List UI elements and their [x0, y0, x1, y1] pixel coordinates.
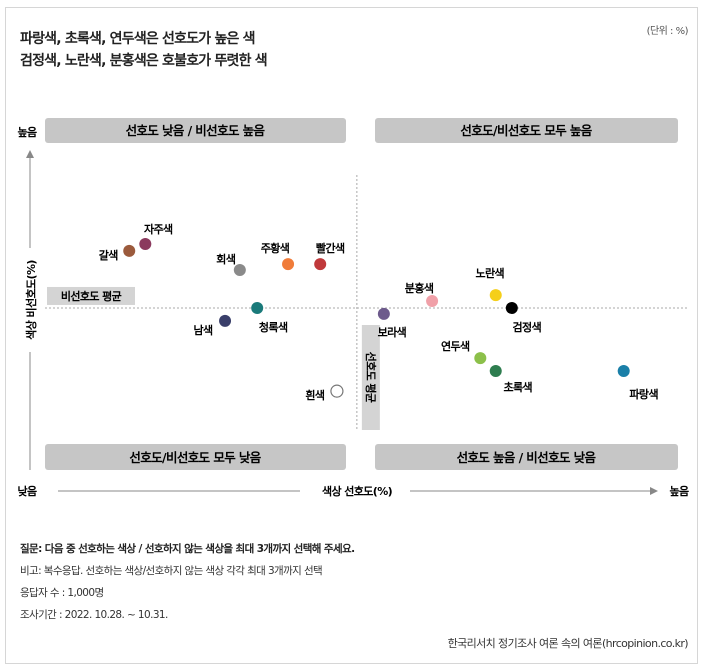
title-line: 검정색, 노란색, 분홍색은 호불호가 뚜렷한 색: [20, 53, 268, 69]
y-average-label-box: [47, 286, 135, 305]
x-low-label: 낮음: [17, 484, 37, 498]
data-label: 회색: [216, 252, 236, 266]
x-arrowhead-icon: [650, 487, 658, 495]
data-label: 흰색: [305, 388, 325, 402]
data-point: [219, 314, 232, 327]
data-point: [282, 258, 295, 271]
y-high-label: 높음: [17, 126, 37, 139]
quadrant-top-left-label: 선호도 낮음 / 비선호도 높음: [126, 123, 266, 138]
note-remark: 비고: 복수응답. 선호하는 색상/선호하지 않는 색상 각각 최대 3개까지 …: [20, 565, 323, 577]
source-credit: 한국리서치 정기조사 여론 속의 여론(hrcopinion.co.kr): [447, 637, 689, 650]
data-point: [314, 258, 327, 271]
data-point: [617, 365, 630, 377]
data-point: [489, 365, 502, 377]
quadrant-top-left-box: [45, 118, 346, 143]
quadrant-bottom-right-box: [375, 444, 678, 470]
data-label: 남색: [194, 323, 214, 337]
quadrant-top-right-box: [375, 118, 678, 143]
data-label: 초록색: [503, 380, 532, 394]
y-average-label: 비선호도 평균: [61, 289, 122, 303]
data-label: 파랑색: [629, 387, 658, 401]
note-respondents: 응답자 수 : 1,000명: [20, 587, 104, 599]
data-label: 자주색: [144, 222, 173, 236]
unit-label: (단위 : %): [646, 26, 689, 37]
data-label: 분홍색: [405, 281, 434, 295]
x-average-label-box: [361, 325, 380, 430]
y-arrowhead-icon: [26, 150, 34, 158]
quadrant-top-right-label: 선호도/비선호도 모두 높음: [460, 123, 592, 138]
chart-frame: [5, 7, 698, 664]
data-point: [233, 264, 246, 277]
data-label: 갈색: [99, 248, 119, 262]
chart-title: 파랑색, 초록색, 연두색은 선호도가 높은 색 검정색, 노란색, 분홍색은 …: [20, 28, 268, 72]
data-point: [251, 301, 264, 314]
y-axis-label: 색상 비선호도(%): [24, 260, 38, 340]
data-label: 노란색: [475, 266, 504, 280]
data-point: [123, 244, 136, 257]
data-label: 연두색: [441, 339, 470, 353]
data-point: [330, 384, 344, 398]
data-label: 보라색: [378, 325, 407, 339]
x-average-label: 선호도 평균: [364, 352, 378, 403]
data-point: [426, 295, 439, 308]
quadrant-bottom-left-box: [45, 444, 346, 470]
data-point: [139, 237, 152, 250]
quadrant-bottom-right-label: 선호도 높음 / 비선호도 낮음: [457, 450, 597, 465]
data-label: 빨간색: [316, 241, 345, 255]
x-axis-label: 색상 선호도(%): [322, 484, 393, 498]
note-period: 조사기간 : 2022. 10.28. ~ 10.31.: [20, 609, 168, 621]
data-label: 검정색: [513, 320, 542, 334]
data-point: [489, 289, 502, 302]
data-point: [505, 301, 518, 314]
x-high-label: 높음: [669, 485, 689, 498]
y-axis-label-backdrop: [23, 248, 39, 352]
note-question: 질문: 다음 중 선호하는 색상 / 선호하지 않는 색상을 최대 3개까지 선…: [20, 543, 355, 555]
survey-notes: 질문: 다음 중 선호하는 색상 / 선호하지 않는 색상을 최대 3개까지 선…: [20, 538, 355, 626]
data-point: [377, 307, 390, 320]
data-label: 청록색: [259, 320, 288, 334]
quadrant-bottom-left-label: 선호도/비선호도 모두 낮음: [129, 450, 261, 465]
title-line: 파랑색, 초록색, 연두색은 선호도가 높은 색: [20, 31, 256, 47]
data-label: 주황색: [261, 241, 290, 255]
data-point: [474, 352, 487, 365]
